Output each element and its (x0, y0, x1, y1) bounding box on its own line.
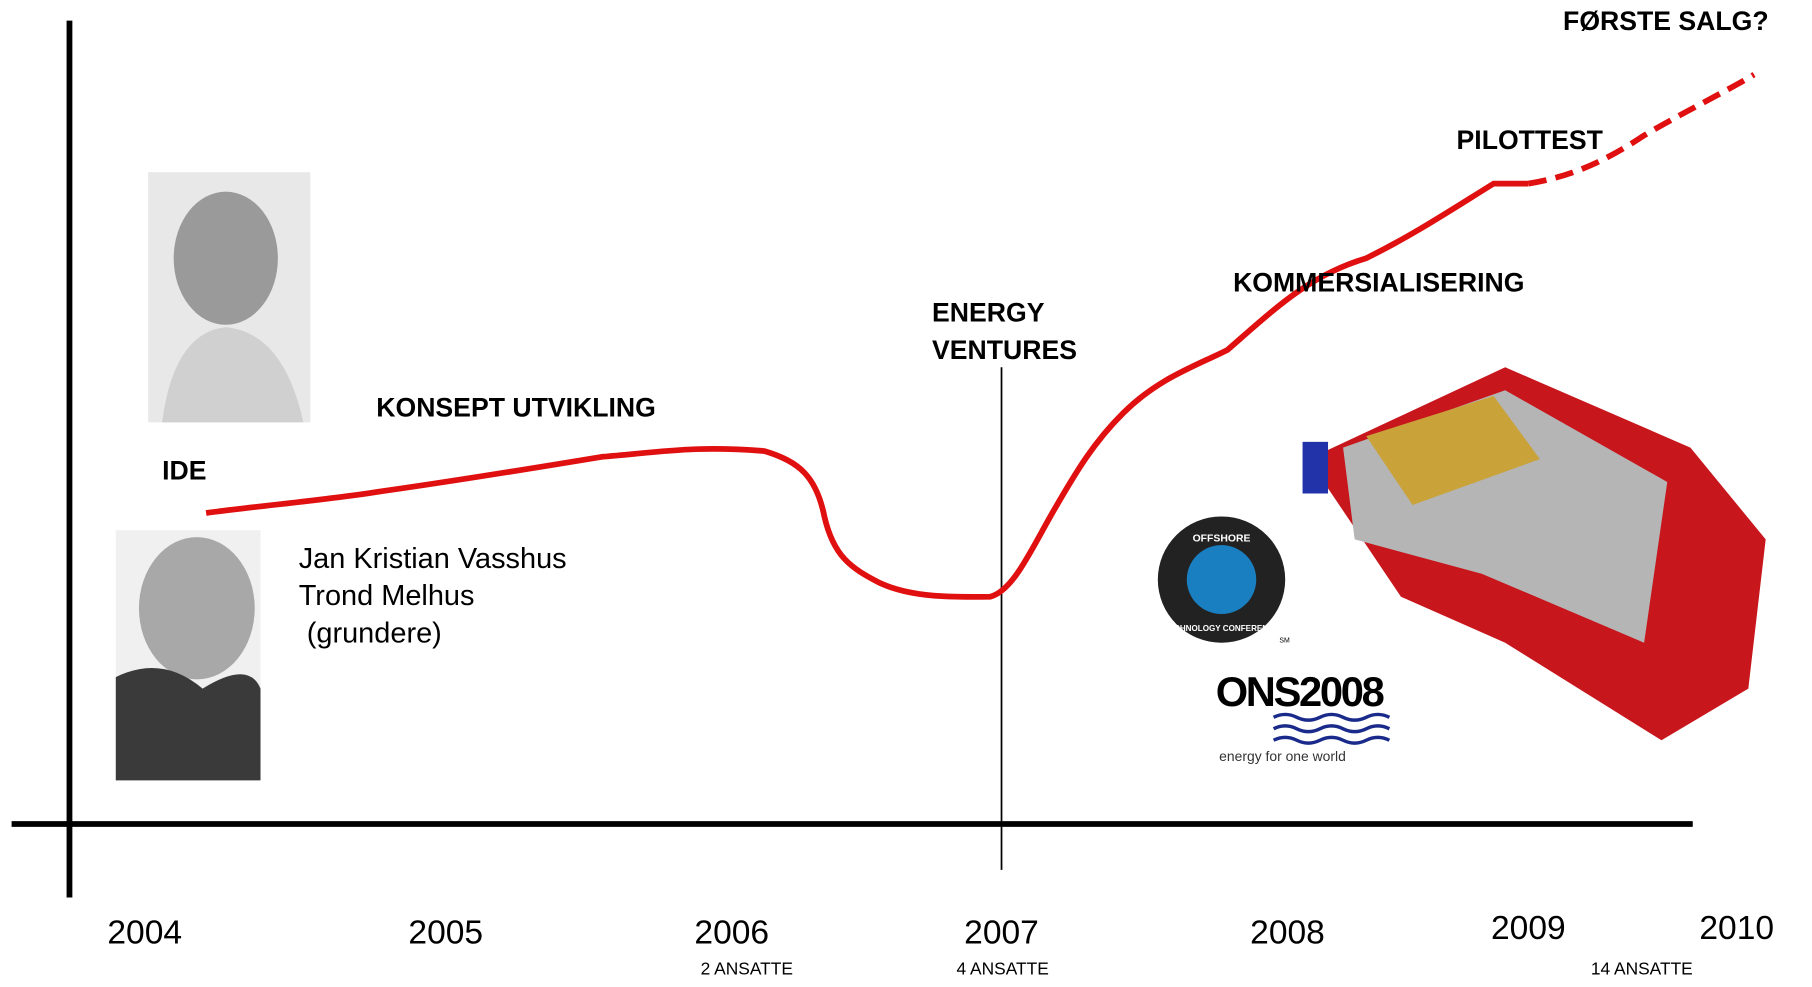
logo-text: ONS2008 (1216, 668, 1384, 715)
timeline-slide: OFFSHORE TECHNOLOGY CONFERENCE SM ONS200… (0, 0, 1812, 987)
stage-label: ENERGY (932, 297, 1045, 327)
year-label: 2007 (964, 915, 1039, 952)
year-label: 2004 (107, 915, 182, 952)
stage-label: VENTURES (932, 335, 1077, 365)
stage-label: KOMMERSIALISERING (1233, 268, 1524, 298)
founder-note: (grundere) (299, 618, 442, 650)
stage-label: PILOTTEST (1457, 125, 1603, 155)
year-label: 2009 (1491, 910, 1566, 947)
photo-founder-2 (116, 530, 261, 780)
staff-note: 2 ANSATTE (701, 958, 793, 978)
progress-curve (206, 184, 1528, 597)
year-label: 2010 (1699, 910, 1774, 947)
stage-label: FØRSTE SALG? (1563, 6, 1769, 36)
year-label: 2005 (408, 915, 483, 952)
stage-label: KONSEPT UTVIKLING (376, 393, 655, 423)
logo-text: TECHNOLOGY CONFERENCE (1164, 624, 1280, 633)
otc-logo: OFFSHORE TECHNOLOGY CONFERENCE SM (1158, 516, 1290, 644)
ons-logo: ONS2008 energy for one world (1216, 668, 1390, 764)
logo-text: energy for one world (1219, 748, 1346, 764)
staff-note: 4 ANSATTE (957, 958, 1049, 978)
logo-text: SM (1279, 638, 1290, 645)
founder-name: Trond Melhus (299, 580, 475, 612)
logo-text: OFFSHORE (1193, 534, 1251, 545)
founder-name: Jan Kristian Vasshus (299, 543, 567, 575)
year-label: 2008 (1250, 915, 1325, 952)
photo-founder-1 (148, 172, 310, 422)
stage-label: IDE (162, 456, 206, 486)
staff-note: 14 ANSATTE (1591, 958, 1693, 978)
year-label: 2006 (694, 915, 769, 952)
